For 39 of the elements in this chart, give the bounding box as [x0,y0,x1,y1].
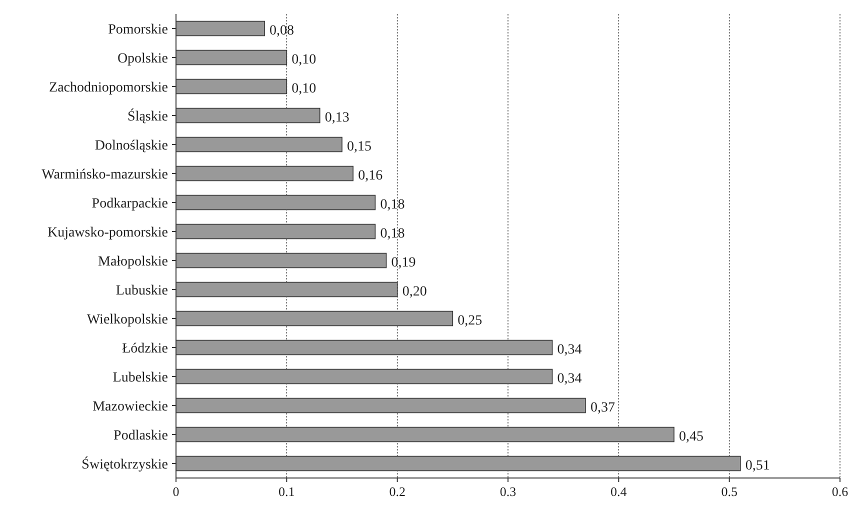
data-label: 0,34 [557,372,582,386]
y-tick-label: Lubelskie [112,370,168,386]
x-tick-label: 0.4 [610,484,628,499]
data-label: 0,16 [358,168,383,184]
y-tick-label: Dolnośląskie [94,138,168,154]
y-tick-label: Świętokrzyskie [82,456,168,472]
data-label: 0,34 [557,342,582,358]
x-tick-label: 0.2 [389,484,406,499]
data-label: 0,13 [324,110,350,126]
y-tick-label: Mazowieckie [92,400,168,414]
data-label: 0,19 [391,256,416,270]
y-tick-label: Warmińsko-mazurskie [42,168,168,182]
x-tick-label: 0.6 [832,484,849,499]
data-label: 0,18 [380,226,405,242]
data-label: 0,10 [292,52,316,68]
data-label: 0,45 [679,430,704,444]
x-tick-label: 0.3 [500,484,516,499]
x-tick-label: 0.1 [278,484,295,499]
data-label: 0,20 [402,284,427,300]
data-label: 0,51 [745,458,770,474]
data-label: 0,08 [270,24,294,38]
data-label: 0,37 [590,400,615,416]
y-tick-label: Łódzkie [122,342,168,356]
y-tick-label: Pomorskie [108,22,168,38]
y-tick-label: Śląskie [128,108,168,124]
y-tick-label: Kujawsko-pomorskie [47,226,168,240]
y-tick-label: Zachodniopomorskie [49,80,168,96]
data-label: 0,25 [458,314,482,328]
x-tick-label: 0.5 [721,484,738,499]
y-tick-label: Lubuskie [116,284,168,298]
data-label: 0,18 [380,198,405,212]
y-tick-label: Wielkopolskie [86,312,168,328]
data-label: 0,15 [347,140,372,154]
data-label: 0,10 [292,82,316,96]
x-tick-label: 0 [172,484,180,499]
y-tick-label: Opolskie [117,52,168,66]
y-tick-label: Podlaskie [114,428,168,444]
y-tick-label: Podkarpackie [92,196,168,212]
y-tick-label: Małopolskie [98,254,168,270]
